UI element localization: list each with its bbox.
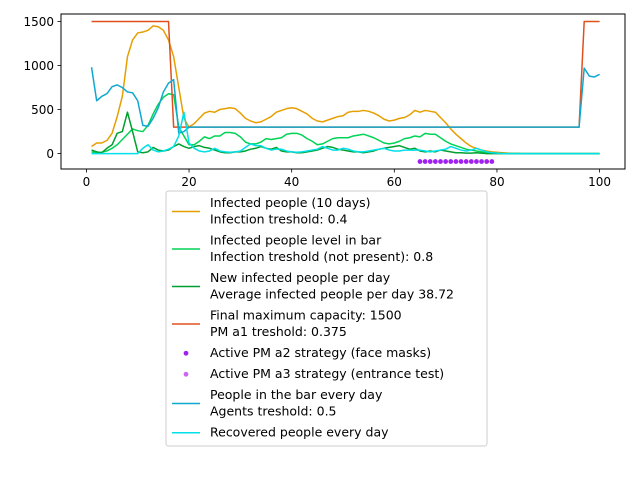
x-tick-label-3: 60 [387,175,402,189]
series-4-point-9 [463,159,469,164]
legend-swatch-5 [183,371,189,377]
legend-label-2: New infected people per day Average infec… [210,270,454,302]
series-4-point-10 [468,159,474,164]
series-4-point-1 [422,159,428,164]
x-tick-label-5: 100 [588,175,611,189]
series-4-point-13 [484,159,490,164]
series-line-7 [91,111,600,155]
y-tick-label-2: 1000 [23,59,54,73]
legend-label-1: Infected people level in bar Infection tr… [210,233,433,265]
legend-label-3: Final maximum capacity: 1500 PM a1 tresho… [210,308,402,340]
y-tick-label-1: 500 [31,103,54,117]
series-4-point-6 [448,159,454,164]
series-4-point-0 [417,159,423,164]
series-line-6 [90,67,600,135]
legend-label-6: People in the bar every day Agents tresho… [210,387,383,419]
series-4-point-7 [453,159,459,164]
x-tick-label-0: 0 [83,175,91,189]
series-4-point-14 [489,159,495,164]
series-4-point-12 [479,159,484,164]
legend-label-4: Active PM a2 strategy (face masks) [210,345,431,360]
series-4-point-11 [474,159,479,164]
x-tick-label-2: 40 [284,175,299,189]
legend-label-7: Recovered people every day [210,425,389,440]
series-4-point-4 [438,159,443,164]
x-tick-label-1: 20 [181,175,196,189]
series-4-point-3 [432,159,438,164]
series-4-point-2 [427,159,433,164]
series-4-point-5 [443,159,449,164]
legend-box [165,190,488,447]
legend-label-0: Infected people (10 days) Infection tresh… [210,195,371,227]
plot-frame [60,13,626,170]
legend-swatch-4 [183,350,189,356]
x-tick-label-4: 80 [489,175,504,189]
legend-label-5: Active PM a3 strategy (entrance test) [210,366,444,381]
y-tick-label-0: 0 [46,147,54,161]
y-tick-label-3: 1500 [23,15,54,29]
series-line-0 [91,25,600,155]
series-4-point-8 [458,159,464,164]
